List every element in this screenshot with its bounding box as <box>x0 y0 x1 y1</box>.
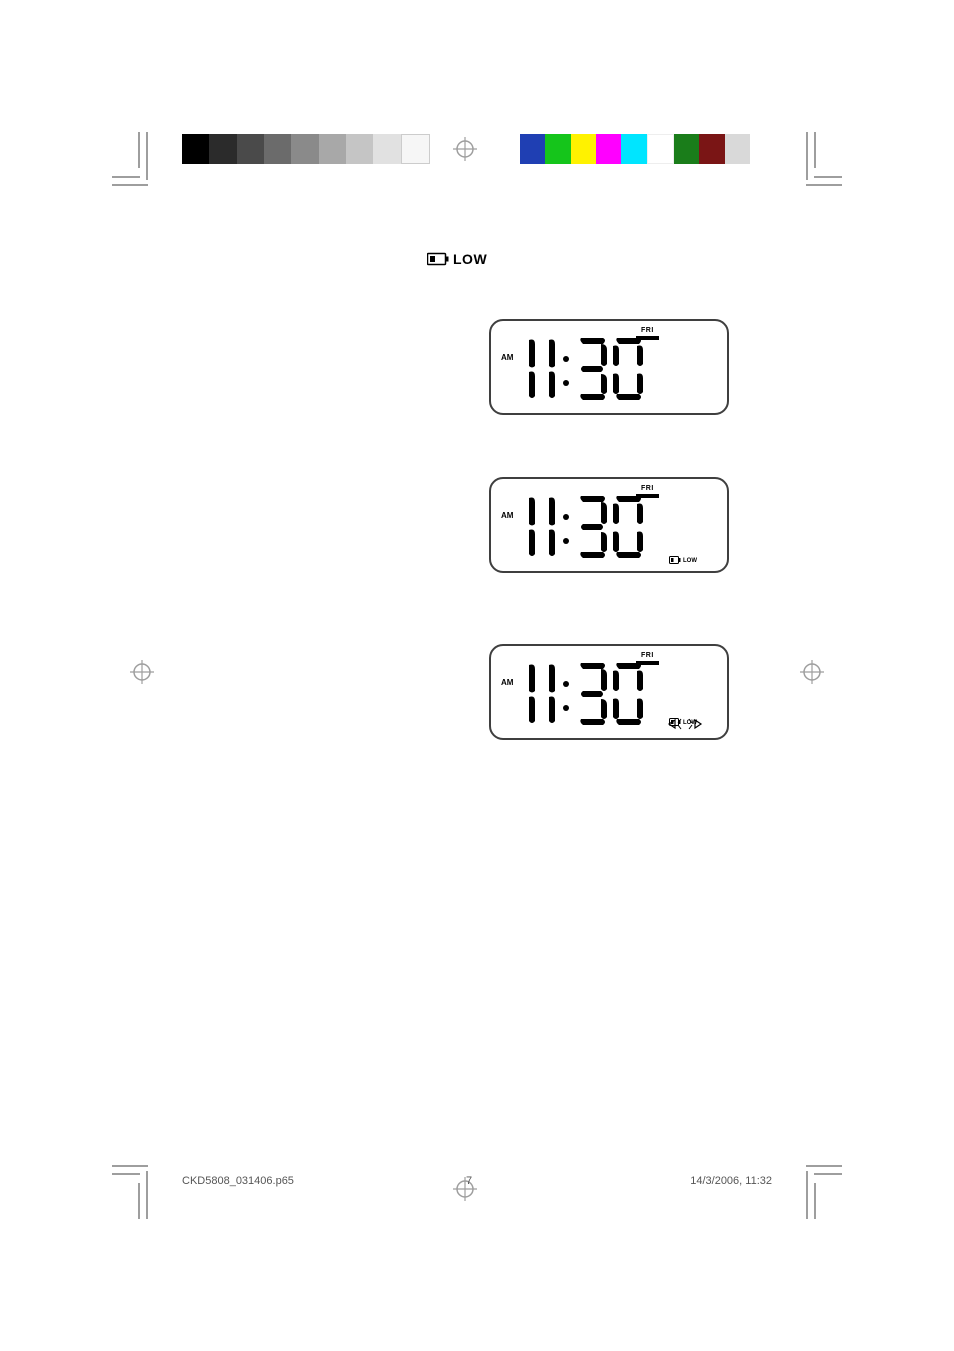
registration-target-icon <box>453 137 477 161</box>
clock-colon <box>563 681 569 711</box>
lcd-panel-2: AM FRI LOW <box>489 477 729 573</box>
digit-0 <box>611 494 645 565</box>
clock-colon <box>563 514 569 544</box>
am-indicator: AM <box>501 511 513 520</box>
battery-low-badge: LOW <box>669 556 697 566</box>
battery-low-icon <box>427 252 449 266</box>
digit-0 <box>611 661 645 732</box>
color-calibration-strip <box>520 134 750 164</box>
registration-target-icon <box>800 660 824 684</box>
digit-1 <box>539 661 557 732</box>
digit-1 <box>519 336 537 407</box>
day-indicator: FRI <box>641 652 654 659</box>
battery-low-text: LOW <box>683 558 697 564</box>
grayscale-calibration-strip <box>182 134 430 164</box>
footer-datetime: 14/3/2006, 11:32 <box>690 1175 772 1187</box>
digit-3 <box>575 494 609 565</box>
footer-filename: CKD5808_031406.p65 <box>182 1175 294 1187</box>
digit-1 <box>519 661 537 732</box>
lcd-panel-1: AM FRI <box>489 319 729 415</box>
digit-1 <box>519 494 537 565</box>
registration-target-icon <box>130 660 154 684</box>
page-footer: CKD5808_031406.p65 7 14/3/2006, 11:32 <box>0 1175 954 1187</box>
battery-low-header: LOW <box>427 251 487 267</box>
day-indicator: FRI <box>641 485 654 492</box>
clock-colon <box>563 356 569 386</box>
flash-indicator-icon <box>667 717 703 736</box>
day-indicator: FRI <box>641 327 654 334</box>
lcd-panel-3: AM FRI LOW <box>489 644 729 740</box>
clock-digits <box>519 335 717 407</box>
battery-low-label: LOW <box>453 251 487 267</box>
footer-page-number: 7 <box>466 1175 472 1187</box>
am-indicator: AM <box>501 353 513 362</box>
battery-low-icon <box>669 556 681 566</box>
am-indicator: AM <box>501 678 513 687</box>
digit-0 <box>611 336 645 407</box>
digit-3 <box>575 661 609 732</box>
digit-1 <box>539 336 557 407</box>
digit-1 <box>539 494 557 565</box>
clock-digits <box>519 493 717 565</box>
digit-3 <box>575 336 609 407</box>
